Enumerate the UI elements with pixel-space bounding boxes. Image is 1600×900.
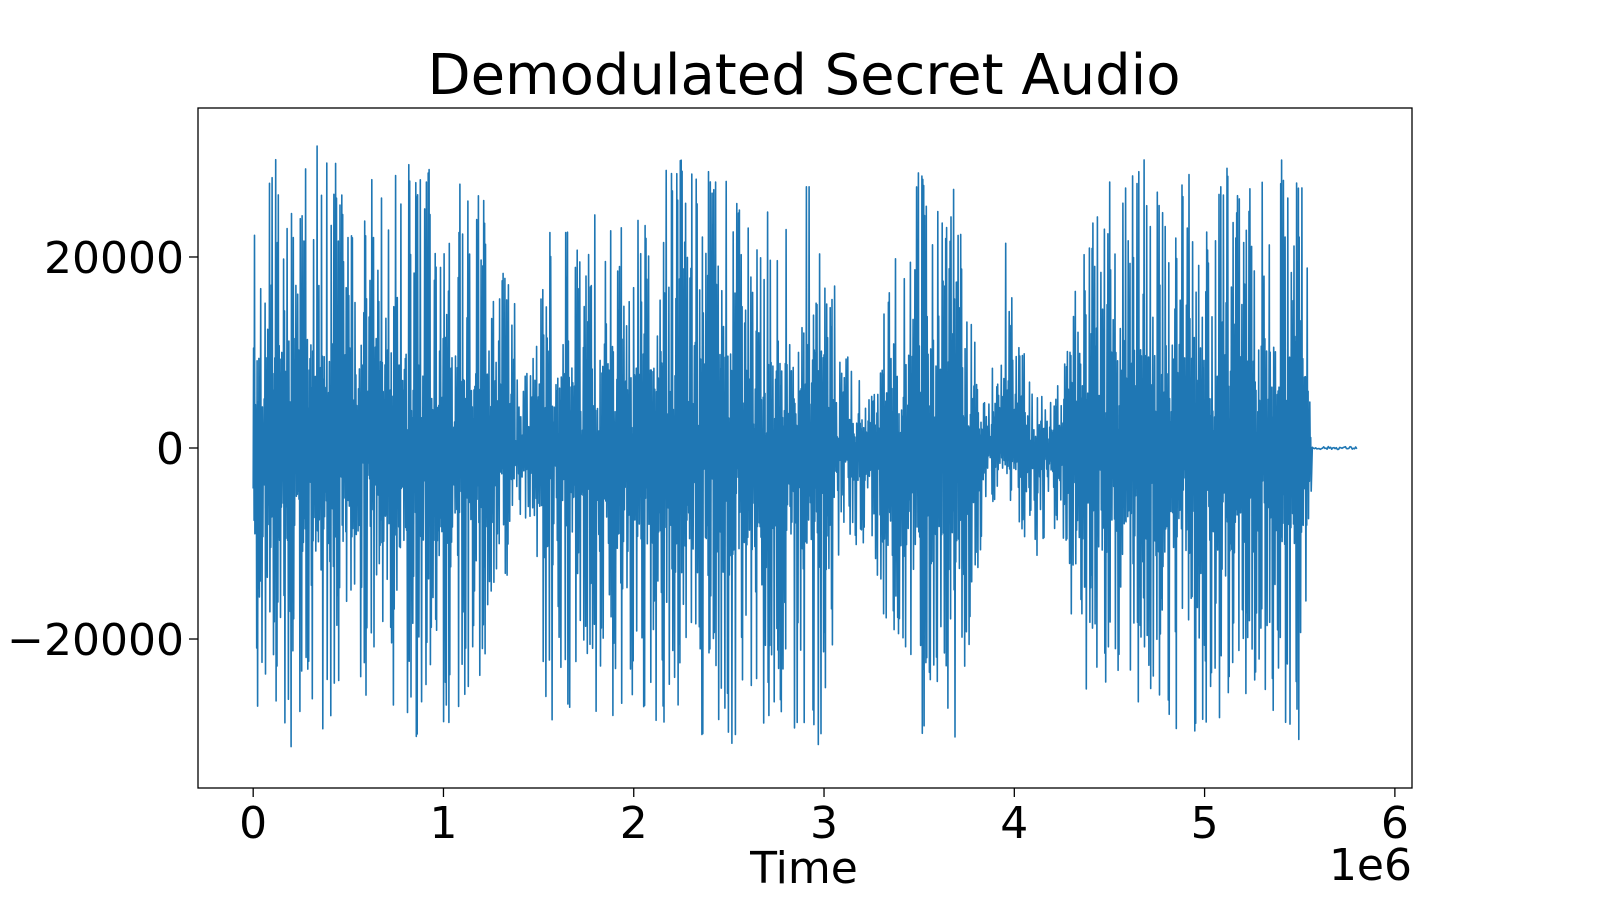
y-axis: −20000 0 20000 (7, 233, 198, 666)
x-axis: 0 1 2 3 4 5 6 (239, 788, 1409, 849)
x-tick-label: 5 (1191, 798, 1219, 849)
y-tick-label: 20000 (44, 233, 184, 284)
x-tick-label: 4 (1000, 798, 1028, 849)
x-tick-label: 0 (239, 798, 267, 849)
x-tick-label: 3 (810, 798, 838, 849)
y-tick-label: −20000 (7, 615, 184, 666)
x-tick-label: 6 (1381, 798, 1409, 849)
series-line (252, 145, 1358, 748)
x-tick-label: 1 (429, 798, 457, 849)
chart-title: Demodulated Secret Audio (427, 43, 1180, 108)
x-offset-label: 1e6 (1329, 840, 1412, 891)
y-tick-label: 0 (156, 424, 184, 475)
x-tick-label: 2 (620, 798, 648, 849)
x-axis-label: Time (749, 843, 858, 894)
plot-area (252, 145, 1358, 748)
